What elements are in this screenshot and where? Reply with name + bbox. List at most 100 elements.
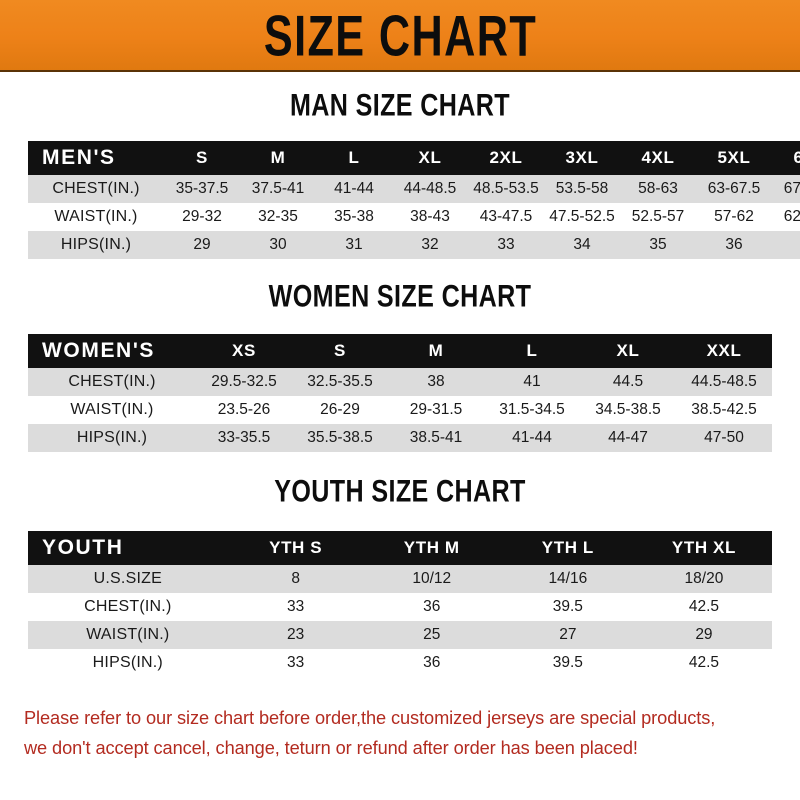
- youth-cell: 29: [695, 626, 713, 643]
- man-cell: 41-44: [334, 180, 374, 197]
- man-cell: 52.5-57: [631, 208, 685, 225]
- youth-col-header: YTH S: [269, 538, 323, 557]
- table-row: CHEST(IN.) 35-37.5 37.5-41 41-44 44-48.5…: [28, 175, 800, 203]
- youth-cell: 27: [559, 626, 577, 643]
- man-cell: 35: [649, 236, 667, 253]
- table-row: HIPS(IN.) 33 36 39.5 42.5: [28, 649, 772, 677]
- man-col-header: 3XL: [565, 148, 599, 167]
- man-col-header: L: [348, 148, 360, 167]
- page-title: SIZE CHART: [263, 2, 537, 68]
- man-row-label: CHEST(IN.): [52, 180, 140, 197]
- women-cell: 31.5-34.5: [499, 401, 565, 418]
- footer-line-1: Please refer to our size chart before or…: [24, 707, 716, 728]
- youth-row-label: U.S.SIZE: [93, 570, 162, 587]
- women-col-header: S: [334, 341, 346, 360]
- women-cell: 47-50: [704, 429, 744, 446]
- table-row: CHEST(IN.) 33 36 39.5 42.5: [28, 593, 772, 621]
- man-cell: 35-37.5: [175, 180, 229, 197]
- table-row: WAIST(IN.) 23.5-26 26-29 29-31.5 31.5-34…: [28, 396, 772, 424]
- youth-row-label: WAIST(IN.): [86, 626, 170, 643]
- women-header-row: WOMEN'S XS S M L XL XXL: [28, 334, 772, 368]
- man-cell: 47.5-52.5: [549, 208, 615, 225]
- youth-size-table: YOUTH YTH S YTH M YTH L YTH XL U.S.SIZE …: [28, 531, 772, 677]
- women-cell: 38: [427, 373, 445, 390]
- women-cell: 34.5-38.5: [595, 401, 661, 418]
- youth-table-wrapper: YOUTH YTH S YTH M YTH L YTH XL U.S.SIZE …: [28, 531, 772, 677]
- man-table-wrapper: MEN'S S M L XL 2XL 3XL 4XL 5XL 6XL CHEST…: [28, 141, 800, 259]
- youth-row-label-header: YOUTH: [42, 536, 124, 559]
- youth-table-body: YOUTH YTH S YTH M YTH L YTH XL U.S.SIZE …: [28, 531, 772, 677]
- women-size-table: WOMEN'S XS S M L XL XXL CHEST(IN.) 29.5-…: [28, 334, 772, 452]
- youth-cell: 36: [423, 598, 441, 615]
- man-cell: 43-47.5: [479, 208, 533, 225]
- youth-cell: 42.5: [688, 654, 720, 671]
- table-row: WAIST(IN.) 23 25 27 29: [28, 621, 772, 649]
- women-row-label-header: WOMEN'S: [42, 339, 156, 362]
- table-row: HIPS(IN.) 33-35.5 35.5-38.5 38.5-41 41-4…: [28, 424, 772, 452]
- women-cell: 38.5-41: [409, 429, 463, 446]
- man-cell: 35-38: [334, 208, 374, 225]
- women-cell: 44.5: [612, 373, 644, 390]
- table-row: WAIST(IN.) 29-32 32-35 35-38 38-43 43-47…: [28, 203, 800, 231]
- man-table-body: MEN'S S M L XL 2XL 3XL 4XL 5XL 6XL CHEST…: [28, 141, 800, 259]
- man-col-header: M: [270, 148, 286, 167]
- man-cell: 30: [269, 236, 287, 253]
- man-cell: 48.5-53.5: [473, 180, 539, 197]
- women-col-header: XS: [232, 341, 256, 360]
- youth-cell: 14/16: [548, 570, 588, 587]
- table-row: HIPS(IN.) 29 30 31 32 33 34 35 36 37: [28, 231, 800, 259]
- youth-cell: 25: [423, 626, 441, 643]
- man-cell: 58-63: [638, 180, 678, 197]
- table-row: U.S.SIZE 8 10/12 14/16 18/20: [28, 565, 772, 593]
- youth-col-header: YTH XL: [671, 538, 736, 557]
- man-cell: 37: [772, 231, 800, 259]
- man-cell: 31: [345, 236, 363, 253]
- man-cell: 38-43: [410, 208, 450, 225]
- youth-cell: 42.5: [688, 598, 720, 615]
- women-row-label: WAIST(IN.): [70, 401, 154, 418]
- man-cell: 63-67.5: [707, 180, 761, 197]
- man-cell: 67.5-72: [783, 180, 800, 197]
- man-cell: 37.5-41: [251, 180, 305, 197]
- man-size-table: MEN'S S M L XL 2XL 3XL 4XL 5XL 6XL CHEST…: [28, 141, 800, 259]
- women-row-label: CHEST(IN.): [68, 373, 156, 390]
- women-cell: 29-31.5: [409, 401, 463, 418]
- man-row-label: HIPS(IN.): [60, 236, 132, 253]
- youth-section-title: YOUTH SIZE CHART: [274, 473, 526, 509]
- man-cell: 44-48.5: [403, 180, 457, 197]
- women-col-header: XXL: [706, 341, 742, 360]
- man-row-label-header: MEN'S: [42, 146, 116, 169]
- man-header-row: MEN'S S M L XL 2XL 3XL 4XL 5XL 6XL: [28, 141, 800, 175]
- youth-cell: 36: [423, 654, 441, 671]
- man-section-title: MAN SIZE CHART: [289, 87, 511, 123]
- youth-cell: 8: [291, 570, 300, 587]
- man-cell: 32: [421, 236, 439, 253]
- women-cell: 29.5-32.5: [211, 373, 277, 390]
- women-cell: 38.5-42.5: [691, 401, 757, 418]
- youth-row-label: CHEST(IN.): [84, 598, 172, 615]
- man-cell: 57-62: [714, 208, 754, 225]
- youth-cell: 39.5: [552, 598, 583, 615]
- women-cell: 35.5-38.5: [307, 429, 373, 446]
- women-table-wrapper: WOMEN'S XS S M L XL XXL CHEST(IN.) 29.5-…: [28, 334, 772, 452]
- women-cell: 44-47: [608, 429, 648, 446]
- man-cell: 33: [497, 236, 515, 253]
- women-cell: 41: [523, 373, 541, 390]
- man-cell: 29: [193, 236, 211, 253]
- women-cell: 33-35.5: [217, 429, 271, 446]
- youth-col-header: YTH M: [403, 538, 460, 557]
- women-cell: 44.5-48.5: [691, 373, 757, 390]
- man-col-header: XL: [418, 148, 442, 167]
- women-section-title: WOMEN SIZE CHART: [268, 278, 532, 314]
- man-col-header: 5XL: [717, 148, 751, 167]
- youth-col-header: YTH L: [541, 538, 594, 557]
- women-cell: 23.5-26: [217, 401, 271, 418]
- table-row: CHEST(IN.) 29.5-32.5 32.5-35.5 38 41 44.…: [28, 368, 772, 396]
- man-cell: 62-66.5: [783, 208, 800, 225]
- women-row-label: HIPS(IN.): [76, 429, 148, 446]
- youth-header-row: YOUTH YTH S YTH M YTH L YTH XL: [28, 531, 772, 565]
- youth-cell: 23: [287, 626, 305, 643]
- man-cell: 36: [725, 236, 743, 253]
- man-col-header: 6XL: [793, 148, 800, 167]
- man-cell: 34: [573, 236, 591, 253]
